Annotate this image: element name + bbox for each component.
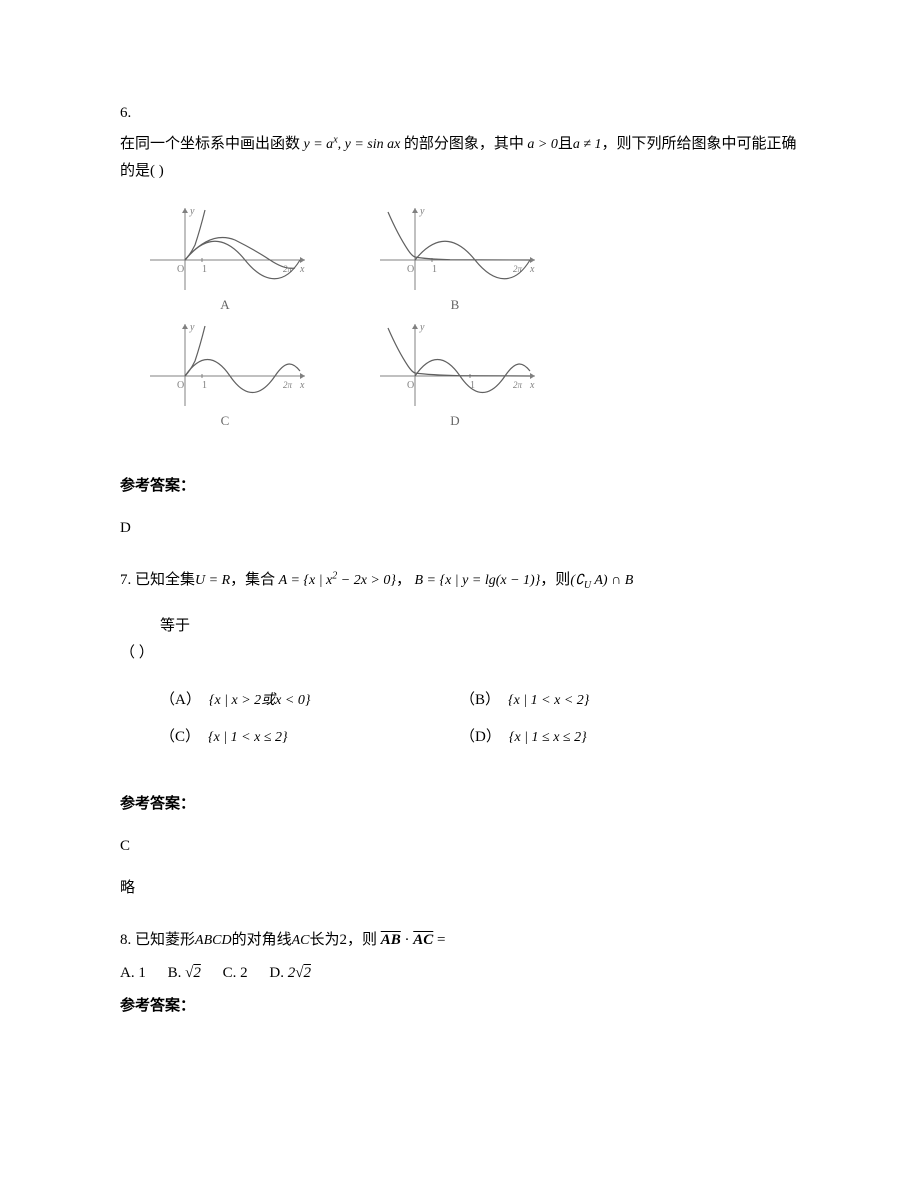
q8-opt-b-label: B. [168, 965, 186, 981]
q7-option-b: （B） {x | 1 < x < 2} [460, 687, 589, 714]
q7-opt-d-text: {x | 1 ≤ x ≤ 2} [509, 725, 587, 750]
q6-answer: D [120, 515, 800, 542]
q7-options-row2: （C） {x | 1 < x ≤ 2} （D） {x | 1 ≤ x ≤ 2} [160, 724, 800, 751]
svg-text:1: 1 [432, 264, 437, 275]
q7-math-b: B = {x | y = lg(x − 1)} [411, 573, 540, 588]
svg-text:2π: 2π [513, 380, 523, 390]
q8-ac: AC [292, 933, 310, 948]
chart-d: y x O 1 2π D [370, 316, 540, 432]
svg-text:y: y [419, 206, 425, 217]
svg-text:x: x [529, 380, 535, 391]
svg-text:O: O [177, 380, 184, 391]
q7-math-expr: (∁U A) ∩ B [570, 573, 633, 588]
question-7: 7. 已知全集U = R，集合 A = {x | x2 − 2x > 0}， B… [120, 567, 800, 902]
question-8: 8. 已知菱形ABCD的对角线AC长为2，则 AB · AC = A. 1 B.… [120, 927, 800, 1020]
q7-text6: （ ） [120, 640, 800, 667]
q8-options: A. 1 B. √2 C. 2 D. 2√2 [120, 960, 800, 987]
q7-opt-b-label: （B） [460, 687, 500, 714]
q8-opt-a-text: 1 [138, 965, 146, 981]
q8-text1: 已知菱形 [135, 932, 195, 948]
q6-answer-header: 参考答案： [120, 473, 800, 500]
q6-math1: y = ax, y = sin ax [300, 137, 404, 152]
q7-option-c: （C） {x | 1 < x ≤ 2} [160, 724, 460, 751]
svg-text:O: O [407, 380, 414, 391]
q6-charts: y x O 1 2π A [140, 200, 800, 433]
q7-answer-header: 参考答案： [120, 791, 800, 818]
chart-c: y x O 1 2π C [140, 316, 310, 432]
q7-text1: 已知全集 [135, 572, 195, 588]
q8-vec-ac: AC [413, 932, 433, 948]
q7-opt-c-label: （C） [160, 724, 200, 751]
q7-opt-a-text: {x | x > 2或x < 0} [209, 688, 311, 713]
q8-opt-b-text: √2 [185, 965, 201, 981]
q7-math-a: A = {x | x2 − 2x > 0} [275, 573, 396, 588]
svg-text:O: O [177, 264, 184, 275]
svg-text:O: O [407, 264, 414, 275]
q8-opt-d-text: 2√2 [288, 965, 311, 981]
q8-eq: = [433, 932, 445, 948]
chart-a: y x O 1 2π A [140, 200, 310, 316]
q8-opt-c-text: 2 [240, 965, 248, 981]
svg-text:2π: 2π [283, 380, 293, 390]
q7-text5: 等于 [160, 613, 800, 640]
q7-text3: ， [396, 572, 411, 588]
q8-text3: 长为2，则 [309, 932, 377, 948]
q7-opt-a-label: （A） [160, 687, 201, 714]
svg-text:x: x [299, 264, 305, 275]
q8-option-a: A. 1 [120, 965, 146, 981]
svg-text:y: y [419, 322, 425, 333]
svg-text:1: 1 [202, 380, 207, 391]
q7-option-a: （A） {x | x > 2或x < 0} [160, 687, 460, 714]
q7-opt-c-text: {x | 1 < x ≤ 2} [208, 725, 288, 750]
q8-dot: · [401, 932, 414, 948]
q7-opt-b-text: {x | 1 < x < 2} [508, 688, 589, 713]
q6-math2: a > 0 [524, 137, 558, 152]
chart-c-label: C [140, 409, 310, 432]
q8-text: 8. 已知菱形ABCD的对角线AC长为2，则 AB · AC = [120, 927, 800, 954]
q6-text: 在同一个坐标系中画出函数 y = ax, y = sin ax 的部分图象，其中… [120, 131, 800, 185]
q8-opt-d-label: D. [269, 965, 287, 981]
chart-c-svg: y x O 1 2π [140, 316, 310, 411]
chart-d-label: D [370, 409, 540, 432]
q7-opt-d-label: （D） [460, 724, 501, 751]
chart-row-2: y x O 1 2π C y x [140, 316, 800, 432]
q7-text: 7. 已知全集U = R，集合 A = {x | x2 − 2x > 0}， B… [120, 567, 800, 595]
q6-number: 6. [120, 100, 800, 127]
q7-options-row1: （A） {x | x > 2或x < 0} （B） {x | 1 < x < 2… [160, 687, 800, 714]
q6-text-part2: 的部分图象，其中 [404, 136, 524, 152]
q8-option-c: C. 2 [223, 965, 248, 981]
q8-answer-header: 参考答案： [120, 993, 800, 1020]
q7-math-u: U = R [195, 573, 230, 588]
svg-text:y: y [189, 322, 195, 333]
question-6: 6. 在同一个坐标系中画出函数 y = ax, y = sin ax 的部分图象… [120, 100, 800, 542]
q8-abcd: ABCD [195, 933, 232, 948]
svg-text:y: y [189, 206, 195, 217]
q7-option-d: （D） {x | 1 ≤ x ≤ 2} [460, 724, 587, 751]
q7-answer: C [120, 833, 800, 860]
svg-text:x: x [529, 264, 535, 275]
chart-a-label: A [140, 293, 310, 316]
q6-math2b: a ≠ 1 [573, 137, 602, 152]
q7-note: 略 [120, 875, 800, 902]
q8-vec-ab: AB [381, 932, 401, 948]
q6-text-part1: 在同一个坐标系中画出函数 [120, 136, 300, 152]
q8-option-b: B. √2 [168, 965, 201, 981]
svg-text:1: 1 [202, 264, 207, 275]
chart-d-svg: y x O 1 2π [370, 316, 540, 411]
q7-number: 7. [120, 572, 135, 588]
svg-text:x: x [299, 380, 305, 391]
chart-row-1: y x O 1 2π A [140, 200, 800, 316]
q7-text4: ，则 [540, 572, 570, 588]
svg-text:2π: 2π [513, 264, 523, 274]
chart-b-svg: y x O 1 2π [370, 200, 540, 295]
q8-text2: 的对角线 [232, 932, 292, 948]
chart-b: y x O 1 2π B [370, 200, 540, 316]
q7-text2: ，集合 [230, 572, 275, 588]
chart-b-label: B [370, 293, 540, 316]
chart-a-svg: y x O 1 2π [140, 200, 310, 295]
q8-option-d: D. 2√2 [269, 965, 311, 981]
q8-opt-a-label: A. [120, 965, 138, 981]
q8-number: 8. [120, 932, 135, 948]
q8-opt-c-label: C. [223, 965, 241, 981]
